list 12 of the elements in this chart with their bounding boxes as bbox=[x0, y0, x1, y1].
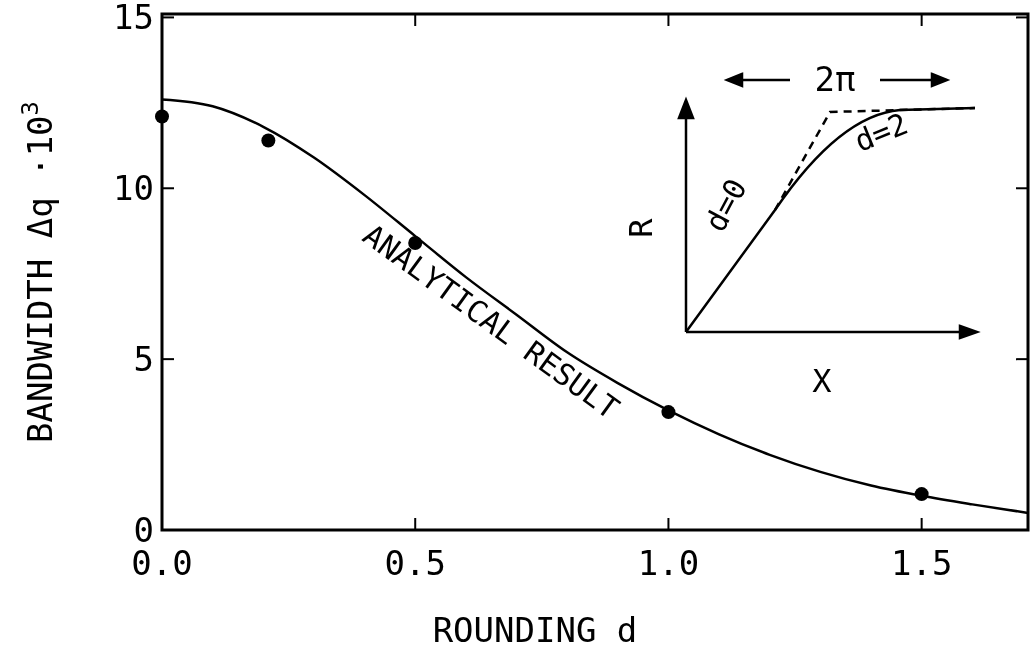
annotation: d=0 bbox=[697, 172, 754, 238]
x-axis-title: ROUNDING d bbox=[432, 610, 638, 650]
y-tick-label: 10 bbox=[113, 168, 154, 209]
annotation: X bbox=[812, 362, 832, 400]
y-tick-label: 15 bbox=[113, 0, 154, 38]
y-tick-label: 5 bbox=[133, 339, 154, 380]
annotation: d=2 bbox=[849, 105, 913, 159]
x-tick-label: 1.0 bbox=[637, 543, 700, 583]
annotation: 2π bbox=[814, 59, 856, 99]
x-tick-label: 0.5 bbox=[384, 543, 446, 583]
annotation: R bbox=[622, 217, 660, 238]
x-tick-label: 1.5 bbox=[890, 543, 953, 583]
